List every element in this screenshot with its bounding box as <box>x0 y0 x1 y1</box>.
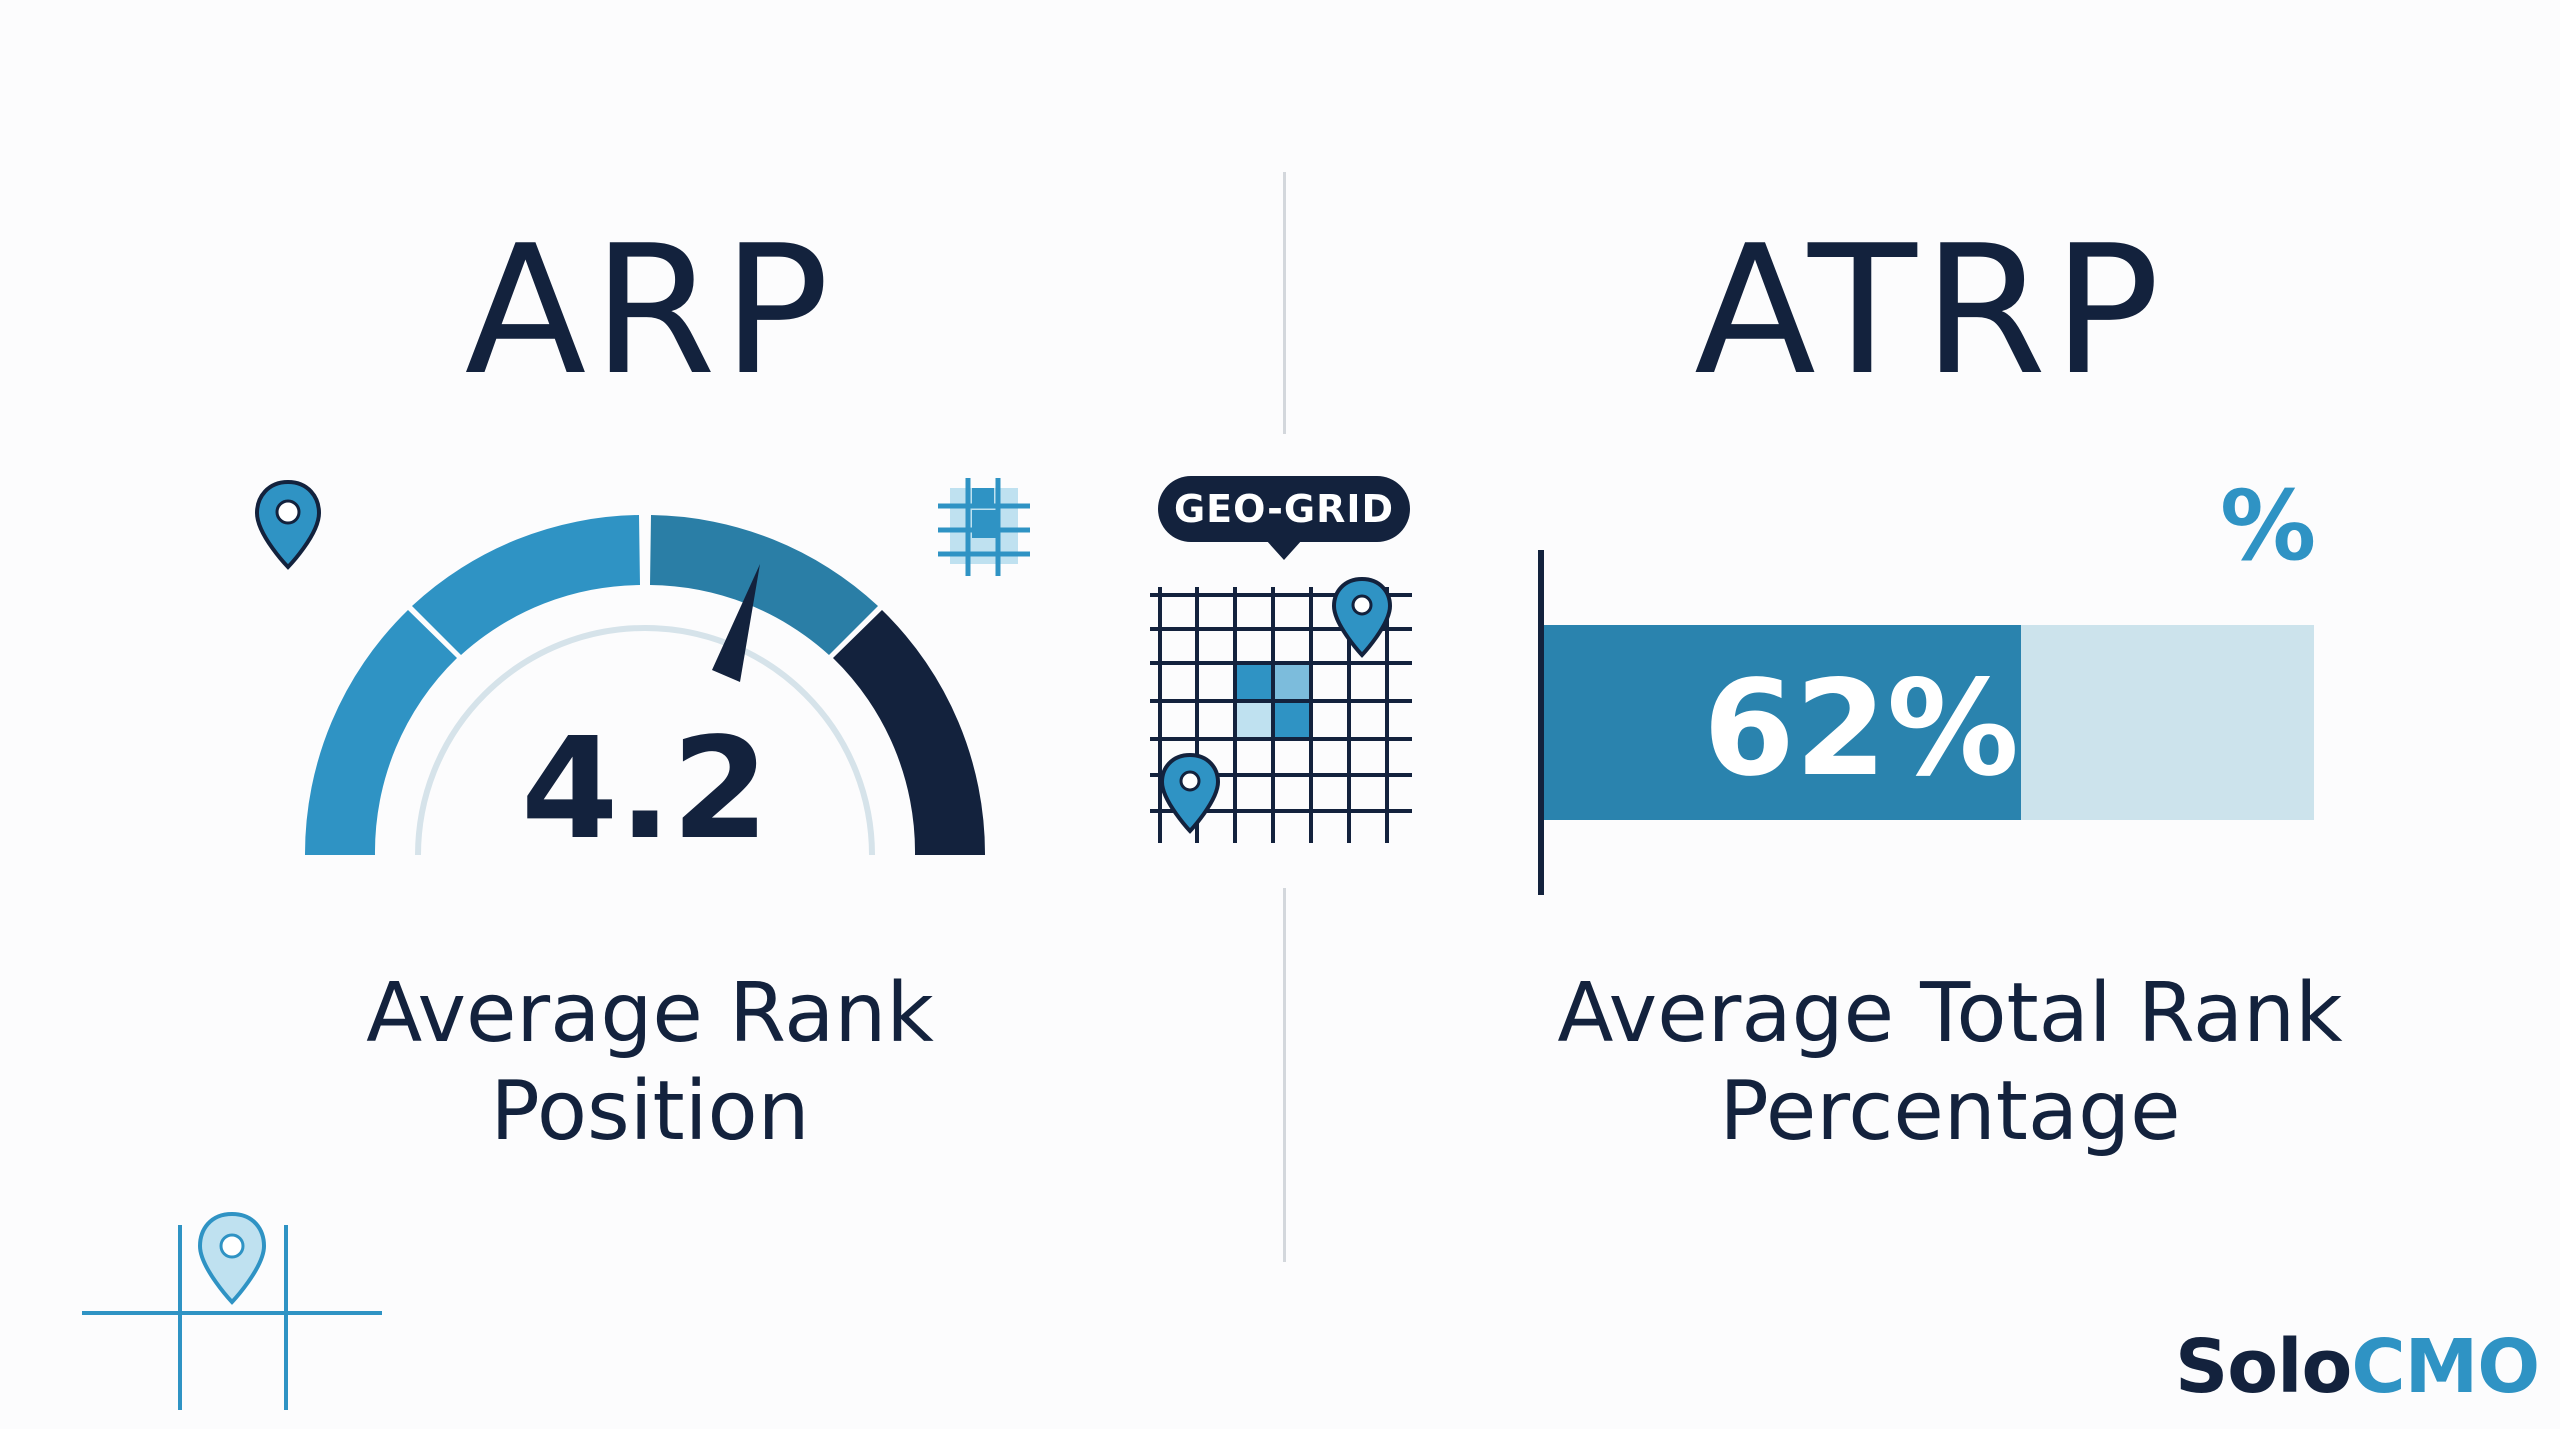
atrp-heading: ATRP <box>1694 207 2166 414</box>
logo-cmo: CMO <box>2351 1324 2540 1410</box>
map-pin-icon <box>254 479 322 570</box>
atrp-bar-fill <box>1544 625 2022 820</box>
geo-tag-pointer <box>1266 540 1302 560</box>
divider-top <box>1283 172 1286 434</box>
gauge-segment-3 <box>650 515 878 655</box>
divider-bottom <box>1283 888 1286 1262</box>
logo-solo: Solo <box>2175 1324 2352 1410</box>
geo-grid-tag: GEO-GRID <box>1158 476 1410 542</box>
solocmo-logo: SoloCMO <box>2175 1330 2540 1404</box>
gauge-segment-1 <box>304 610 457 855</box>
gauge-segment-4 <box>833 610 986 855</box>
atrp-axis-line <box>1538 550 1544 895</box>
gauge-segment-2 <box>412 515 640 655</box>
grid-icon <box>938 478 1030 576</box>
street-map-icon <box>82 1211 382 1410</box>
atrp-label-line1: Average Total Rank <box>1557 966 2343 1061</box>
gauge-needle <box>712 564 760 682</box>
arp-heading: ARP <box>464 207 836 414</box>
atrp-bar: 62% <box>1544 625 2314 820</box>
percent-icon: % <box>2220 470 2317 582</box>
atrp-value: 62% <box>1703 652 2019 806</box>
arp-value: 4.2 <box>520 708 769 871</box>
rank-gauge <box>304 515 986 856</box>
arp-label-line2: Position <box>490 1064 810 1159</box>
arp-label-line1: Average Rank <box>366 966 934 1061</box>
atrp-label-line2: Percentage <box>1719 1064 2181 1159</box>
geo-grid-map <box>1150 576 1412 843</box>
